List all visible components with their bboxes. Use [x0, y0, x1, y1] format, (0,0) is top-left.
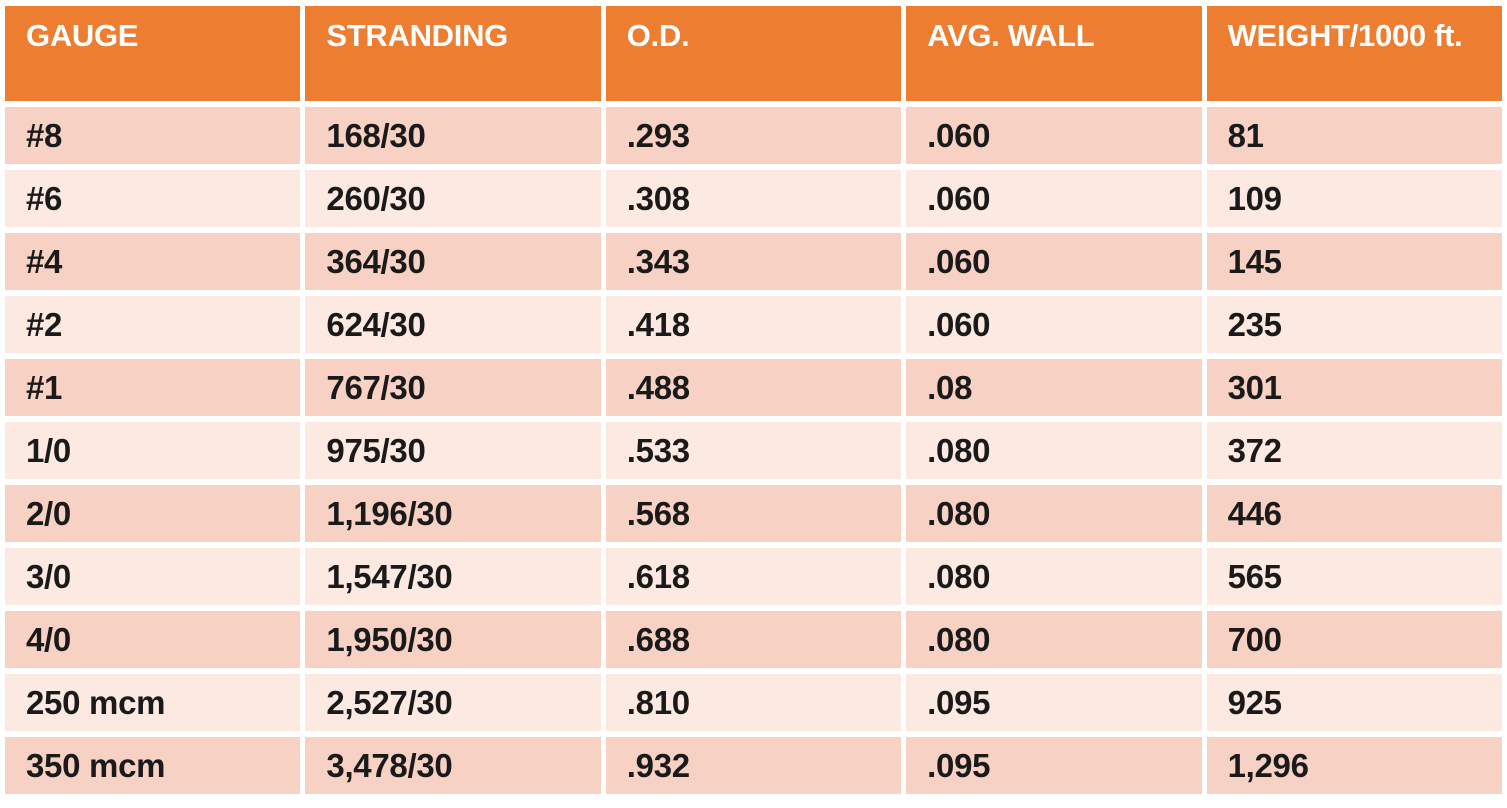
- table-row: #2 624/30 .418 .060 235: [5, 296, 1502, 353]
- cell-stranding: 975/30: [305, 422, 601, 479]
- column-header-od: O.D.: [605, 6, 902, 101]
- table-row: 3/0 1,547/30 .618 .080 565: [5, 548, 1502, 605]
- cell-weight: 372: [1206, 422, 1502, 479]
- cell-od: .308: [605, 170, 902, 227]
- cell-avg-wall: .060: [906, 296, 1202, 353]
- cell-gauge: #2: [5, 296, 301, 353]
- cell-gauge: #4: [5, 233, 301, 290]
- header-row: GAUGE STRANDING O.D. AVG. WALL WEIGHT/10…: [5, 6, 1502, 101]
- column-header-avg-wall: AVG. WALL: [906, 6, 1202, 101]
- cell-avg-wall: .060: [906, 107, 1202, 164]
- cell-weight: 925: [1206, 674, 1502, 731]
- cell-gauge: 250 mcm: [5, 674, 301, 731]
- cell-od: .293: [605, 107, 902, 164]
- cell-gauge: #1: [5, 359, 301, 416]
- cell-stranding: 767/30: [305, 359, 601, 416]
- cell-od: .568: [605, 485, 902, 542]
- table-row: #6 260/30 .308 .060 109: [5, 170, 1502, 227]
- cell-od: .810: [605, 674, 902, 731]
- cell-weight: 446: [1206, 485, 1502, 542]
- cell-avg-wall: .080: [906, 422, 1202, 479]
- table-row: 250 mcm 2,527/30 .810 .095 925: [5, 674, 1502, 731]
- table-row: 1/0 975/30 .533 .080 372: [5, 422, 1502, 479]
- column-header-weight: WEIGHT/1000 ft.: [1206, 6, 1502, 101]
- cell-avg-wall: .095: [906, 737, 1202, 794]
- cell-weight: 235: [1206, 296, 1502, 353]
- table-row: 4/0 1,950/30 .688 .080 700: [5, 611, 1502, 668]
- table-row: 350 mcm 3,478/30 .932 .095 1,296: [5, 737, 1502, 794]
- cell-stranding: 1,547/30: [305, 548, 601, 605]
- cell-avg-wall: .080: [906, 548, 1202, 605]
- cell-avg-wall: .095: [906, 674, 1202, 731]
- cell-stranding: 1,196/30: [305, 485, 601, 542]
- cell-stranding: 1,950/30: [305, 611, 601, 668]
- cell-weight: 145: [1206, 233, 1502, 290]
- cell-stranding: 2,527/30: [305, 674, 601, 731]
- table-row: #4 364/30 .343 .060 145: [5, 233, 1502, 290]
- cell-od: .488: [605, 359, 902, 416]
- cell-weight: 109: [1206, 170, 1502, 227]
- cell-avg-wall: .080: [906, 485, 1202, 542]
- cell-weight: 1,296: [1206, 737, 1502, 794]
- cell-gauge: 4/0: [5, 611, 301, 668]
- cell-avg-wall: .060: [906, 170, 1202, 227]
- cell-weight: 565: [1206, 548, 1502, 605]
- cell-od: .618: [605, 548, 902, 605]
- cell-weight: 700: [1206, 611, 1502, 668]
- column-header-stranding: STRANDING: [305, 6, 601, 101]
- cell-gauge: 3/0: [5, 548, 301, 605]
- cell-stranding: 3,478/30: [305, 737, 601, 794]
- cell-stranding: 260/30: [305, 170, 601, 227]
- cell-weight: 301: [1206, 359, 1502, 416]
- cell-gauge: #6: [5, 170, 301, 227]
- cell-weight: 81: [1206, 107, 1502, 164]
- cell-gauge: 350 mcm: [5, 737, 301, 794]
- table-row: 2/0 1,196/30 .568 .080 446: [5, 485, 1502, 542]
- table-row: #1 767/30 .488 .08 301: [5, 359, 1502, 416]
- cell-stranding: 168/30: [305, 107, 601, 164]
- cell-avg-wall: .08: [906, 359, 1202, 416]
- column-header-gauge: GAUGE: [5, 6, 301, 101]
- table-row: #8 168/30 .293 .060 81: [5, 107, 1502, 164]
- cell-od: .418: [605, 296, 902, 353]
- cell-stranding: 364/30: [305, 233, 601, 290]
- cell-gauge: 2/0: [5, 485, 301, 542]
- cell-od: .688: [605, 611, 902, 668]
- cell-stranding: 624/30: [305, 296, 601, 353]
- cell-gauge: 1/0: [5, 422, 301, 479]
- cell-avg-wall: .080: [906, 611, 1202, 668]
- cell-avg-wall: .060: [906, 233, 1202, 290]
- cell-od: .533: [605, 422, 902, 479]
- cell-od: .343: [605, 233, 902, 290]
- cell-od: .932: [605, 737, 902, 794]
- cell-gauge: #8: [5, 107, 301, 164]
